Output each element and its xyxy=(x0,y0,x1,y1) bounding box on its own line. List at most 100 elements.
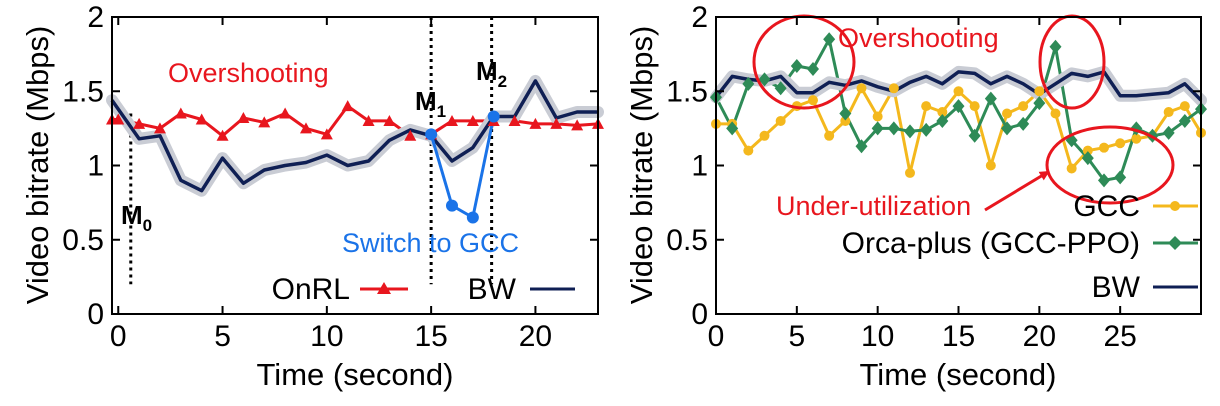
data-point-gcc xyxy=(840,115,851,126)
x-tick-label: 0 xyxy=(110,320,127,353)
data-point-orca-plus-gcc-ppo xyxy=(952,99,965,114)
data-point-orca-plus-gcc-ppo xyxy=(790,59,803,74)
data-point-orca-plus-gcc-ppo xyxy=(1114,170,1127,185)
data-point-onrl xyxy=(279,107,292,119)
data-point-gcc xyxy=(1018,101,1029,112)
data-point-orca-plus-gcc-ppo xyxy=(774,81,787,96)
data-point-gcc xyxy=(872,111,883,122)
marker-label-m1-sub: 1 xyxy=(437,102,446,121)
data-point-orca-plus-gcc-ppo xyxy=(984,91,997,106)
data-point-gcc xyxy=(759,130,770,141)
data-point-gcc xyxy=(1082,145,1093,156)
y-tick-label: 1.5 xyxy=(62,75,104,108)
data-point-onrl xyxy=(216,129,229,141)
data-point-orca-plus-gcc-ppo xyxy=(1017,116,1030,131)
data-point-orca-plus-gcc-ppo xyxy=(1033,96,1046,111)
data-point-onrl xyxy=(550,117,563,129)
under-utilization-ellipse xyxy=(1045,125,1175,205)
data-point-gcc xyxy=(1002,108,1012,119)
x-axis-title-right: Time (second) xyxy=(860,357,1057,392)
y-tick-label: 1.5 xyxy=(666,75,708,108)
data-point-onrl xyxy=(383,114,396,126)
left-chart: Overshooting Switch to GCC M0 M1 M2 OnRL… xyxy=(20,1,604,392)
data-point-gcc xyxy=(856,83,867,94)
data-point-gcc xyxy=(743,145,754,156)
y-tick-label: 0 xyxy=(691,298,708,331)
data-point-orca-plus-gcc-ppo xyxy=(742,76,755,91)
legend-label-bw-right: BW xyxy=(1092,271,1141,304)
data-point-orca-plus-gcc-ppo xyxy=(1001,121,1013,136)
series-line-switch-segment xyxy=(429,116,496,219)
data-point-switch-segment xyxy=(445,199,458,212)
data-point-onrl xyxy=(174,107,187,119)
data-point-orca-plus-gcc-ppo xyxy=(871,121,884,136)
data-point-gcc xyxy=(775,115,786,126)
x-tick-label: 25 xyxy=(1103,320,1136,353)
data-point-gcc xyxy=(905,167,915,178)
data-point-onrl xyxy=(258,116,271,128)
data-point-gcc xyxy=(937,107,948,118)
marker-label-m2: M2 xyxy=(476,56,507,91)
data-point-orca-plus-gcc-ppo xyxy=(904,124,916,139)
data-point-orca-plus-gcc-ppo xyxy=(968,128,981,143)
data-point-gcc xyxy=(888,83,899,94)
data-point-orca-plus-gcc-ppo xyxy=(1049,39,1062,54)
x-tick-label: 20 xyxy=(1023,320,1056,353)
data-point-gcc xyxy=(985,160,996,171)
data-point-orca-plus-gcc-ppo xyxy=(855,139,868,154)
marker-label-m2-letter: M xyxy=(476,56,498,86)
x-tick-label: 10 xyxy=(861,320,894,353)
y-tick-label: 0.5 xyxy=(62,224,104,257)
y-tick-label: 0.5 xyxy=(666,224,708,257)
data-point-gcc xyxy=(921,101,932,112)
y-tick-label: 2 xyxy=(691,1,708,34)
data-point-orca-plus-gcc-ppo xyxy=(920,122,933,137)
legend-left: OnRL BW xyxy=(272,273,575,306)
data-point-onrl xyxy=(112,113,125,125)
data-point-orca-plus-gcc-ppo xyxy=(758,72,771,87)
data-point-switch-segment xyxy=(425,128,438,141)
x-axis-title-left: Time (second) xyxy=(257,357,454,392)
x-tick-label: 15 xyxy=(414,320,447,353)
data-point-gcc xyxy=(1163,107,1174,118)
data-point-gcc xyxy=(1050,108,1061,119)
annotation-under-utilization: Under-utilization xyxy=(776,191,971,221)
data-point-onrl xyxy=(508,114,521,126)
plot-frame-right xyxy=(715,16,1202,315)
legend-right: GCC Orca-plus (GCC-PPO) BW xyxy=(842,190,1198,304)
data-point-onrl xyxy=(153,122,166,134)
annotation-overshooting-left: Overshooting xyxy=(168,58,329,88)
data-point-orca-plus-gcc-ppo xyxy=(1178,113,1191,128)
data-point-onrl xyxy=(529,117,542,129)
data-point-onrl xyxy=(133,117,146,129)
data-point-orca-plus-gcc-ppo xyxy=(936,113,949,128)
y-axis-title-left: Video bitrate (Mbps) xyxy=(20,26,55,305)
marker-label-m1-letter: M xyxy=(415,86,437,116)
data-point-gcc xyxy=(1131,133,1142,144)
data-point-orca-plus-gcc-ppo xyxy=(1098,173,1110,188)
marker-label-m1: M1 xyxy=(415,86,446,121)
data-point-onrl xyxy=(320,128,333,140)
data-point-onrl xyxy=(445,114,458,126)
legend-label-gcc: GCC xyxy=(1073,190,1140,223)
right-chart: Overshooting Under-utilization GCC Orca-… xyxy=(624,1,1207,392)
marker-label-m0-sub: 0 xyxy=(143,216,152,235)
data-point-switch-segment xyxy=(487,110,500,123)
x-tick-label: 0 xyxy=(708,320,725,353)
annotation-switch-to-gcc: Switch to GCC xyxy=(342,228,519,258)
data-point-orca-plus-gcc-ppo xyxy=(839,106,852,121)
data-point-onrl xyxy=(341,100,354,112)
data-point-gcc xyxy=(1034,86,1045,97)
y-tick-label: 1 xyxy=(87,150,104,183)
data-point-gcc xyxy=(1099,142,1109,153)
legend-marker-onrl xyxy=(377,282,391,294)
data-point-gcc xyxy=(824,130,835,141)
series-line-bw xyxy=(110,79,598,193)
x-tick-label: 5 xyxy=(788,320,805,353)
data-point-orca-plus-gcc-ppo xyxy=(887,121,900,136)
legend-marker-orca-plus xyxy=(1168,236,1182,250)
data-point-onrl xyxy=(571,119,584,131)
data-point-orca-plus-gcc-ppo xyxy=(1162,125,1175,140)
data-point-gcc xyxy=(808,95,818,106)
